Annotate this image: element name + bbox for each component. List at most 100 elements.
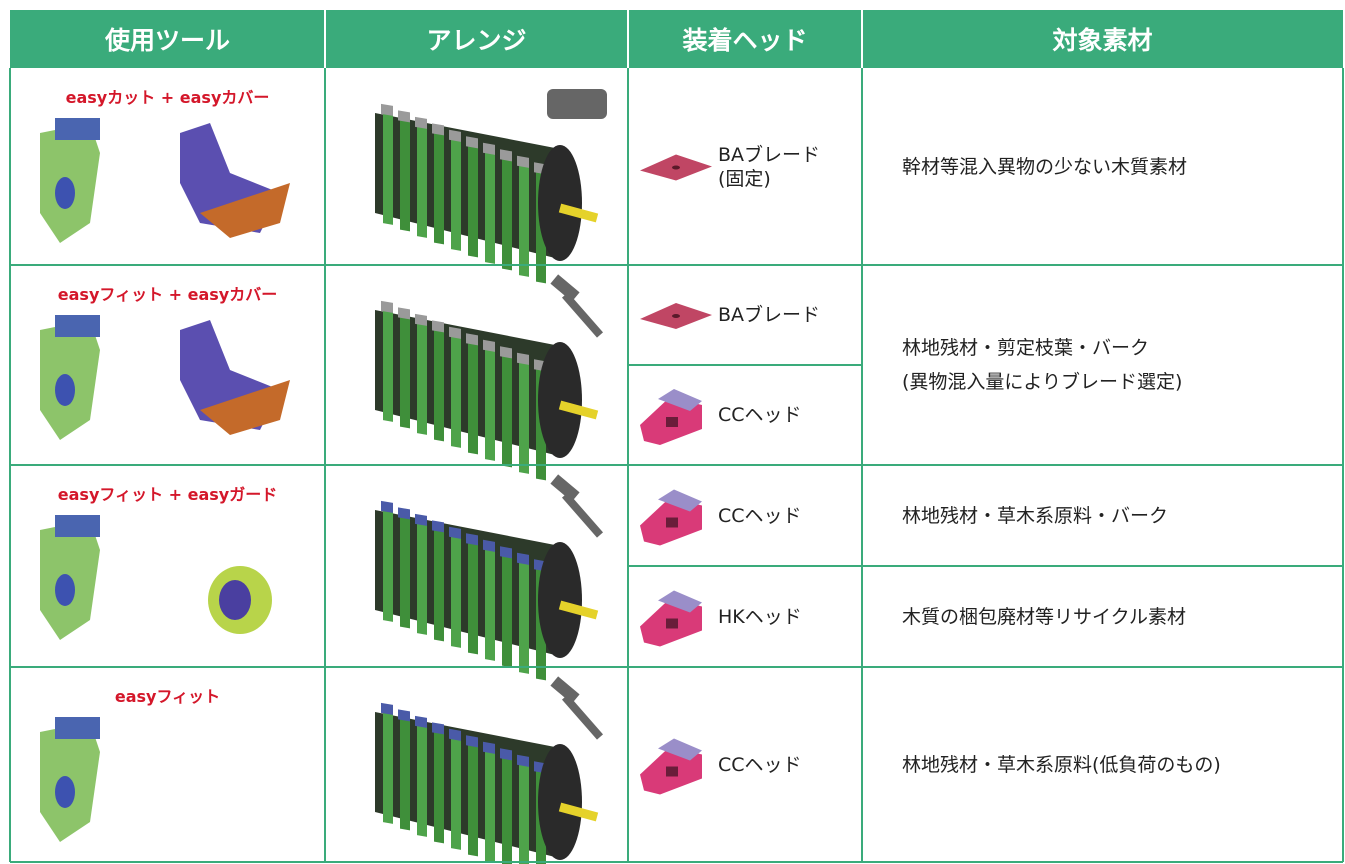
tool-top	[55, 717, 100, 739]
head-name: BAブレード	[718, 303, 820, 327]
disc	[485, 746, 495, 863]
tooth	[500, 346, 512, 359]
tooth	[466, 333, 478, 346]
disc	[434, 726, 444, 844]
material-line: 林地残材・草木系原料・バーク	[902, 504, 1169, 527]
cover-base	[200, 183, 290, 238]
disc	[485, 544, 495, 661]
tool-top	[55, 118, 100, 140]
tool-image	[40, 118, 290, 243]
head-top	[658, 590, 702, 613]
drum	[375, 89, 607, 284]
drum	[375, 274, 604, 481]
head-name: BAブレード (固定)	[718, 143, 820, 191]
disc	[417, 720, 427, 837]
head-name: CCヘッド	[718, 753, 802, 777]
disc	[417, 121, 427, 238]
disc	[417, 518, 427, 635]
shaft	[558, 400, 599, 420]
head-hole	[666, 517, 678, 528]
tooth	[466, 136, 478, 149]
disc	[502, 153, 512, 271]
tooth	[449, 326, 461, 339]
head-line: HKヘッド	[718, 605, 802, 628]
tooth	[483, 539, 495, 552]
head-name: CCヘッド	[718, 504, 802, 528]
tooth	[415, 116, 427, 129]
disc	[502, 350, 512, 468]
disc	[468, 140, 478, 258]
tooth	[483, 741, 495, 754]
head-top	[658, 389, 702, 411]
tooth	[466, 533, 478, 546]
drum-end	[538, 542, 582, 658]
disc	[485, 344, 495, 461]
disc	[417, 318, 427, 435]
head-top	[658, 738, 702, 761]
head-line: CCヘッド	[718, 753, 802, 776]
tooth	[432, 722, 444, 735]
tooth	[500, 748, 512, 761]
disc	[434, 324, 444, 442]
material: 幹材等混入異物の少ない木質素材	[902, 150, 1187, 184]
tooth	[381, 702, 393, 715]
tooth	[381, 103, 393, 116]
material: 林地残材・草木系原料(低負荷のもの)	[902, 748, 1221, 782]
head-hole	[666, 766, 678, 777]
tooth	[398, 507, 410, 520]
tool-hole	[55, 776, 75, 808]
disc	[383, 108, 393, 225]
disc	[434, 524, 444, 642]
head-line: CCヘッド	[718, 404, 802, 426]
disc	[451, 331, 461, 448]
header-cell: 使用ツール	[104, 26, 231, 55]
tooth	[517, 552, 529, 565]
head-hole	[666, 618, 678, 629]
disc	[519, 557, 529, 674]
disc	[468, 739, 478, 857]
tool-hole	[55, 574, 75, 606]
tooth	[449, 526, 461, 539]
hammer-head	[550, 474, 580, 502]
tool-name: easyフィット	[114, 687, 221, 706]
tooth	[398, 110, 410, 123]
disc	[485, 147, 495, 264]
tooth	[398, 709, 410, 722]
blade-hole	[672, 314, 680, 318]
tooth	[381, 300, 393, 313]
material: 林地残材・剪定枝葉・バーク (異物混入量によりブレード選定)	[902, 331, 1182, 399]
disc	[451, 733, 461, 850]
disc	[519, 160, 529, 277]
tooth	[432, 320, 444, 333]
material: 木質の梱包廃材等リサイクル素材	[902, 600, 1186, 634]
header-cell: 対象素材	[1052, 26, 1153, 55]
material-line: 林地残材・剪定枝葉・バーク	[902, 337, 1150, 359]
disc	[502, 752, 512, 864]
header-cell: アレンジ	[426, 26, 527, 55]
tooth	[415, 313, 427, 326]
head-icon	[640, 154, 712, 181]
head-line: CCヘッド	[718, 504, 802, 527]
disc	[519, 759, 529, 864]
drum-end	[538, 342, 582, 458]
hammer-handle	[561, 492, 604, 538]
tooth	[432, 123, 444, 136]
head-icon	[640, 489, 702, 546]
disc	[519, 357, 529, 474]
tooth	[500, 149, 512, 162]
disc	[451, 134, 461, 251]
header-bg	[10, 10, 1343, 68]
tool-image	[40, 315, 290, 440]
shaft	[558, 600, 599, 620]
disc	[400, 311, 410, 429]
disc	[400, 114, 410, 232]
tooth	[398, 307, 410, 320]
head-name: HKヘッド	[718, 605, 802, 629]
head-line: BAブレード	[718, 143, 821, 166]
disc	[468, 537, 478, 655]
head-hole	[666, 417, 678, 427]
tool-image	[40, 515, 272, 640]
head-top	[658, 489, 702, 512]
head-line: BAブレード	[718, 304, 821, 326]
